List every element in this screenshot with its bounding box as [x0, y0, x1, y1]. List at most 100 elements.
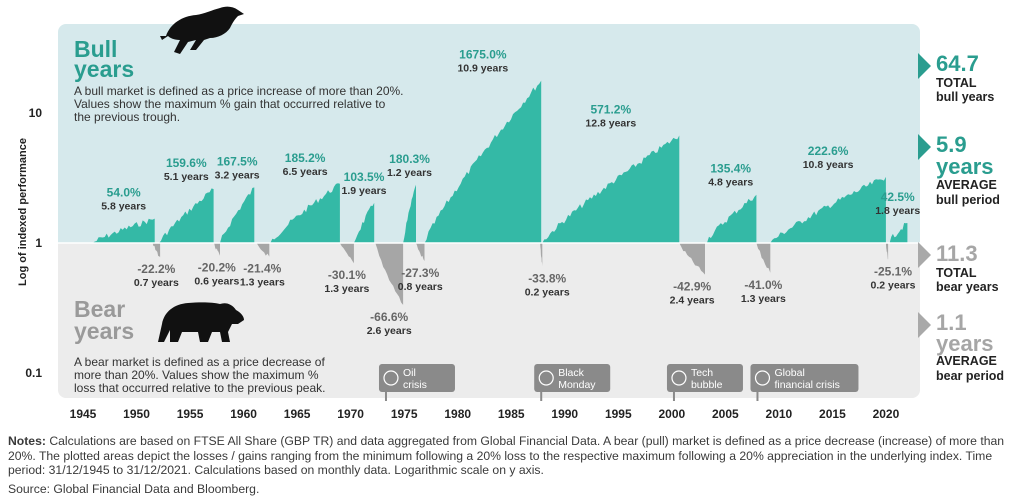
bull-market-area: [353, 202, 375, 243]
total-bull-value: 64.7: [936, 51, 979, 76]
bull-market-area: [220, 187, 255, 243]
avg-bull-unit: years: [936, 154, 994, 179]
event-box: [378, 364, 455, 392]
bear-loss-label: -42.9%: [673, 280, 711, 294]
x-tick-label: 1970: [337, 407, 364, 421]
bear-loss-label: -21.4%: [243, 262, 281, 276]
event-label: Black: [558, 367, 584, 379]
bull-market-area: [403, 184, 416, 243]
x-tick-label: 1995: [605, 407, 632, 421]
oil-derrick-icon: [383, 370, 399, 386]
bull-gain-label: 571.2%: [590, 103, 631, 117]
event-box: [534, 364, 611, 392]
bear-duration-label: 1.3 years: [240, 277, 285, 289]
bear-market-area: [152, 243, 161, 258]
total-bull-arrow: [918, 53, 931, 79]
bull-market-area: [159, 188, 214, 243]
total-bear-label1: TOTAL: [936, 266, 977, 280]
avg-bull-label2: bull period: [936, 193, 1000, 207]
bear-loss-label: -33.8%: [528, 271, 566, 285]
bear-duration-label: 0.2 years: [525, 286, 570, 298]
bull-gain-label: 135.4%: [710, 162, 751, 176]
x-tick-label: 1945: [70, 407, 97, 421]
y-tick-label: 10: [29, 106, 43, 120]
globe-icon: [754, 370, 771, 386]
bear-title: Bear: [74, 296, 125, 322]
x-tick-label: 1960: [230, 407, 257, 421]
x-tick-label: 1985: [498, 407, 525, 421]
event-label: Oil: [403, 367, 416, 379]
total-bear-stat: 11.3 TOTAL bear years: [936, 242, 999, 295]
event-label: Monday: [558, 379, 596, 391]
bear-duration-label: 1.3 years: [741, 293, 786, 305]
bull-gain-label: 185.2%: [285, 151, 326, 165]
bear-duration-label: 2.4 years: [670, 295, 715, 307]
avg-bull-arrow: [918, 134, 931, 160]
avg-bull-stat: 5.9 years AVERAGE bull period: [936, 134, 1000, 208]
total-bull-stat: 64.7 TOTAL bull years: [936, 51, 995, 105]
bull-gain-label: 167.5%: [217, 154, 258, 168]
bull-title-years: years: [74, 56, 134, 82]
bull-market-area: [705, 194, 757, 243]
bear-loss-label: -41.0%: [744, 278, 782, 292]
x-tick-label: 2020: [873, 407, 900, 421]
bear-duration-label: 0.8 years: [398, 281, 443, 293]
total-bull-label2: bull years: [936, 90, 995, 104]
avg-bear-unit: years: [936, 331, 994, 356]
bear-description-line: more than 20%. Values show the maximum %: [74, 368, 319, 382]
bear-loss-label: -25.1%: [874, 264, 912, 278]
bear-title-years: years: [74, 318, 134, 344]
bull-gain-label: 1675.0%: [459, 48, 507, 62]
avg-bull-label1: AVERAGE: [936, 178, 997, 192]
bear-market-area: [756, 243, 771, 273]
x-tick-label: 1950: [123, 407, 150, 421]
bull-gain-label: 222.6%: [808, 144, 849, 158]
bear-loss-label: -27.3%: [401, 266, 439, 280]
calendar-icon: [538, 370, 554, 386]
event-box: [666, 364, 743, 392]
avg-bull-value: 5.9: [936, 132, 967, 157]
bull-duration-label: 12.8 years: [585, 118, 636, 130]
bull-market-area: [92, 218, 155, 243]
bull-market-area: [270, 183, 340, 243]
bull-duration-label: 4.8 years: [708, 177, 753, 189]
bear-loss-label: -20.2%: [198, 261, 236, 275]
x-tick-label: 1965: [284, 407, 311, 421]
bull-title: Bull: [74, 36, 117, 62]
avg-bear-label2: bear period: [936, 369, 1005, 383]
bear-market-area: [416, 243, 425, 261]
x-tick-label: 2000: [658, 407, 685, 421]
bear-loss-label: -30.1%: [328, 268, 366, 282]
bull-duration-label: 3.2 years: [215, 169, 260, 181]
event-label: Tech: [691, 367, 713, 379]
event-label: financial crisis: [774, 379, 839, 391]
bull-market-area: [888, 223, 908, 243]
bear-market-area: [679, 243, 705, 275]
y-tick-label: 0.1: [25, 366, 42, 380]
avg-bear-label1: AVERAGE: [936, 354, 997, 368]
bear-market-area: [885, 243, 889, 260]
x-tick-label: 1975: [391, 407, 418, 421]
bull-gain-label: 180.3%: [389, 152, 430, 166]
bull-gain-label: 54.0%: [107, 186, 141, 200]
bear-loss-label: -22.2%: [137, 262, 175, 276]
x-tick-label: 2015: [819, 407, 846, 421]
bull-duration-label: 5.1 years: [164, 171, 209, 183]
bear-duration-label: 0.6 years: [194, 276, 239, 288]
bull-duration-label: 1.2 years: [387, 167, 432, 179]
bull-description-line: the previous trough.: [74, 110, 180, 124]
avg-bear-arrow: [918, 312, 931, 338]
event-box: [750, 364, 859, 392]
bear-duration-label: 0.7 years: [134, 277, 179, 289]
total-bear-label2: bear years: [936, 280, 999, 294]
source: Source: Global Financial Data and Bloomb…: [8, 482, 260, 496]
bull-duration-label: 1.8 years: [875, 205, 920, 217]
bull-duration-label: 1.9 years: [342, 185, 387, 197]
y-axis-label: Log of indexed performance: [17, 138, 29, 286]
y-tick-label: 1: [35, 236, 42, 250]
avg-bear-value: 1.1: [936, 310, 967, 335]
